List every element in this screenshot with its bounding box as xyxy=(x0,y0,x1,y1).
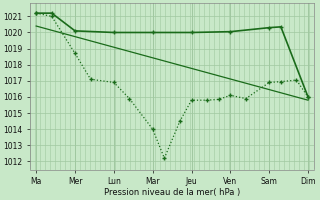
X-axis label: Pression niveau de la mer( hPa ): Pression niveau de la mer( hPa ) xyxy=(104,188,240,197)
